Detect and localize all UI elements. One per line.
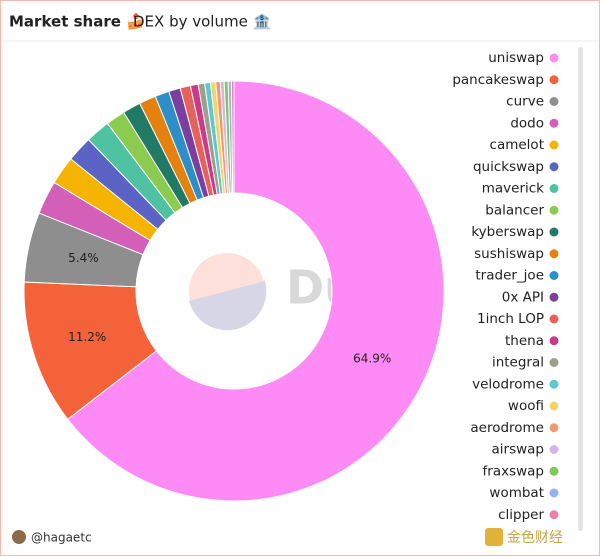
legend-label[interactable]: dodo: [510, 115, 544, 131]
slice[interactable]: [230, 80, 235, 194]
legend-swatch[interactable]: [549, 75, 559, 85]
author[interactable]: @hagaetc: [31, 531, 92, 545]
legend-swatch[interactable]: [549, 488, 559, 498]
legend-swatch[interactable]: [549, 249, 559, 259]
legend-swatch[interactable]: [549, 184, 559, 193]
legend-label[interactable]: airswap: [492, 442, 545, 458]
data-label: 5.4%: [68, 251, 99, 265]
legend-label[interactable]: velodrome: [472, 376, 544, 392]
legend-swatch[interactable]: [549, 314, 559, 324]
legend-swatch[interactable]: [549, 336, 559, 346]
legend-label[interactable]: curve: [506, 94, 544, 110]
watermark-logo: [189, 253, 267, 331]
data-label: 11.2%: [68, 330, 106, 344]
legend-swatch[interactable]: [549, 423, 559, 433]
legend-swatch[interactable]: [549, 466, 559, 476]
legend-label[interactable]: wombat: [489, 485, 544, 501]
legend-swatch[interactable]: [549, 227, 559, 237]
legend-label[interactable]: kyberswap: [471, 224, 544, 240]
avatar: [12, 530, 26, 544]
legend-swatch[interactable]: [549, 510, 559, 520]
legend-swatch[interactable]: [549, 53, 559, 63]
legend-label[interactable]: sushiswap: [474, 246, 544, 262]
data-label: 64.9%: [353, 351, 391, 365]
legend-swatch[interactable]: [549, 97, 559, 106]
slice[interactable]: [67, 80, 445, 502]
legend-swatch[interactable]: [549, 271, 559, 280]
scrollbar[interactable]: [578, 47, 583, 531]
legend-label[interactable]: aerodrome: [470, 420, 544, 436]
legend-swatch[interactable]: [549, 118, 559, 128]
chart-title: Market share 🍰: [9, 13, 145, 31]
legend-label[interactable]: uniswap: [488, 50, 544, 66]
legend-label[interactable]: maverick: [482, 181, 544, 197]
legend-label[interactable]: fraxswap: [483, 463, 544, 479]
legend-swatch[interactable]: [549, 162, 559, 172]
legend-swatch[interactable]: [549, 379, 559, 389]
legend-label[interactable]: thena: [505, 333, 544, 349]
source: 金色财经: [507, 529, 563, 546]
legend-label[interactable]: camelot: [490, 137, 544, 153]
legend-swatch[interactable]: [549, 292, 559, 302]
legend-label[interactable]: 1inch LOP: [477, 311, 544, 327]
legend-label[interactable]: trader_joe: [475, 268, 544, 284]
legend-label[interactable]: woofi: [508, 398, 544, 414]
legend-label[interactable]: pancakeswap: [452, 72, 544, 88]
legend-label[interactable]: quickswap: [473, 159, 544, 175]
legend-swatch[interactable]: [549, 140, 559, 150]
legend-swatch[interactable]: [549, 401, 559, 411]
legend-swatch[interactable]: [549, 205, 559, 215]
legend-label[interactable]: balancer: [485, 202, 544, 218]
legend-label[interactable]: integral: [492, 355, 544, 371]
legend-swatch[interactable]: [549, 445, 559, 454]
chart-subtitle: DEX by volume 🏦: [133, 13, 271, 31]
source-logo: [485, 528, 503, 546]
legend-swatch[interactable]: [549, 358, 559, 367]
legend-label[interactable]: clipper: [498, 507, 544, 523]
legend-label[interactable]: 0x API: [502, 289, 544, 305]
